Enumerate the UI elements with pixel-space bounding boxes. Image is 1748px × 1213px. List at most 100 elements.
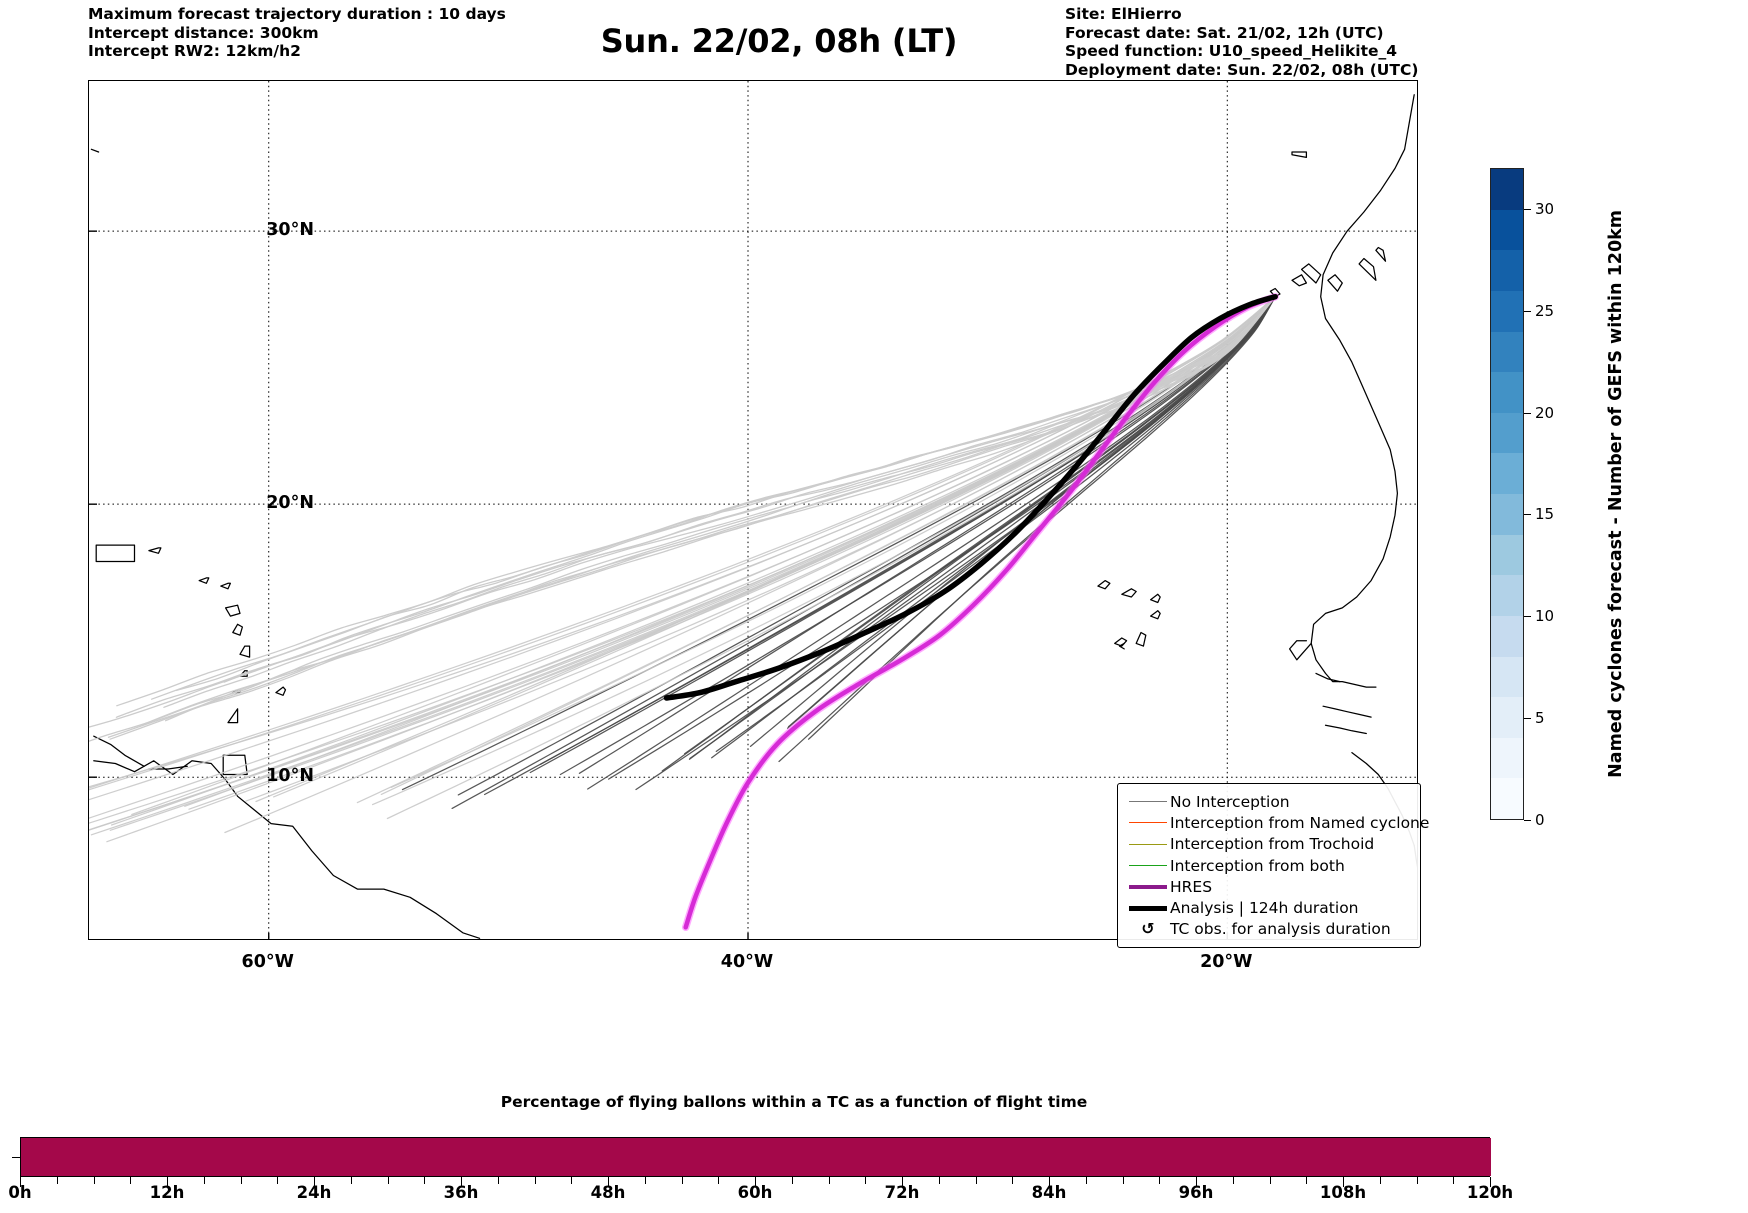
legend-line (1129, 905, 1167, 911)
colorbar-tick-label-0: 0 (1535, 811, 1545, 829)
header-speed-function: Speed function: U10_speed_Helikite_4 (1065, 42, 1398, 60)
pct-tick-3 (56, 1177, 58, 1184)
pct-tick-105 (1306, 1177, 1308, 1184)
map-legend: No Interception Interception from Named c… (1117, 783, 1429, 949)
pct-tick-24 (314, 1177, 315, 1187)
header-left-line-3: Intercept RW2: 12km/h2 (88, 42, 301, 60)
pct-tick-label-48: 48h (590, 1183, 626, 1202)
legend-line (1129, 865, 1167, 867)
pct-tick-9 (130, 1177, 132, 1184)
header-left-line-2: Intercept distance: 300km (88, 23, 319, 42)
pct-tick-label-36: 36h (443, 1183, 479, 1202)
colorbar-step-9 (1491, 412, 1523, 454)
pct-tick-42 (534, 1177, 536, 1184)
legend-item-4: HRES (1126, 876, 1410, 897)
legend-item-0: No Interception (1126, 791, 1410, 812)
legend-line-swatch (1126, 843, 1170, 845)
map-lon-tick-20: 20°W (1200, 952, 1253, 972)
legend-item-5: Analysis | 124h duration (1126, 897, 1410, 918)
map-lat-tick-20: 20°N (266, 493, 314, 514)
header-forecast-date: Forecast date: Sat. 21/02, 12h (UTC) (1065, 23, 1384, 42)
colorbar-title-text: Named cyclones forecast - Number of GEFS… (1606, 210, 1626, 778)
colorbar-tick-15 (1524, 514, 1531, 516)
pct-tick-93 (1159, 1177, 1161, 1184)
colorbar-tick-5 (1524, 718, 1531, 720)
colorbar-tick-label-10: 10 (1535, 607, 1555, 626)
colorbar-step-8 (1491, 453, 1523, 494)
pct-tick-48 (608, 1177, 609, 1187)
header-site: Site: ElHierro (1065, 5, 1182, 23)
pct-tick-78 (975, 1177, 977, 1184)
percentage-bar-fill (21, 1138, 1491, 1176)
pct-tick-60 (755, 1177, 756, 1187)
map-frame (88, 80, 1418, 940)
pct-tick-27 (350, 1177, 352, 1184)
pct-tick-15 (203, 1177, 205, 1184)
colorbar-tick-25 (1524, 310, 1531, 312)
colorbar-step-7 (1491, 494, 1523, 535)
pct-tick-66 (828, 1177, 830, 1184)
pct-tick-30 (387, 1177, 389, 1184)
pct-tick-33 (424, 1177, 426, 1184)
legend-item-3: Interception from both (1126, 855, 1410, 876)
colorbar-tick-20 (1524, 412, 1531, 414)
pct-tick-69 (865, 1177, 867, 1184)
legend-label: Analysis | 124h duration (1170, 899, 1359, 918)
legend-item-1: Interception from Named cyclone (1126, 812, 1429, 833)
legend-label: TC obs. for analysis duration (1170, 920, 1391, 939)
pct-tick-102 (1269, 1177, 1271, 1184)
colorbar-step-2 (1491, 697, 1523, 738)
pct-tick-54 (681, 1177, 683, 1184)
pct-tick-label-108: 108h (1319, 1183, 1367, 1202)
colorbar-step-0 (1491, 778, 1523, 819)
tc-observation-icon: ↺ (1126, 921, 1170, 937)
map-lat-tick-10: 10°N (266, 766, 314, 787)
colorbar-tick-label-20: 20 (1535, 403, 1555, 422)
colorbar-tick-label-5: 5 (1535, 709, 1545, 728)
pct-tick-39 (497, 1177, 499, 1184)
legend-label: No Interception (1170, 792, 1290, 811)
colorbar-step-6 (1491, 534, 1523, 576)
pct-tick-57 (718, 1177, 720, 1184)
legend-line (1129, 843, 1167, 845)
pct-tick-18 (240, 1177, 242, 1184)
legend-line-swatch (1126, 865, 1170, 867)
colorbar-step-1 (1491, 737, 1523, 779)
pct-tick-72 (902, 1177, 903, 1187)
colorbar-tick-label-15: 15 (1535, 505, 1555, 524)
percentage-bar-y-tick (12, 1157, 20, 1158)
colorbar-step-15 (1491, 169, 1523, 210)
legend-item-6: ↺ TC obs. for analysis duration (1126, 919, 1410, 940)
map-canvas (89, 81, 1417, 939)
legend-line-swatch (1126, 801, 1170, 803)
percentage-bar (20, 1137, 1491, 1187)
colorbar-step-10 (1491, 372, 1523, 413)
pct-tick-75 (938, 1177, 940, 1184)
page-title: Sun. 22/02, 08h (LT) (600, 22, 958, 60)
ensemble-trajectories (89, 296, 1276, 843)
pct-tick-108 (1343, 1177, 1344, 1187)
map-lat-tick-30: 30°N (266, 220, 314, 241)
legend-line (1129, 884, 1167, 889)
pct-tick-label-72: 72h (884, 1183, 920, 1202)
header-left-info: Maximum forecast trajectory duration : 1… (88, 5, 506, 61)
legend-line-swatch (1126, 905, 1170, 911)
pct-tick-84 (1049, 1177, 1050, 1187)
pct-tick-96 (1196, 1177, 1197, 1187)
pct-tick-label-12: 12h (149, 1183, 185, 1202)
deterministic-trajectories (663, 292, 1279, 932)
pct-tick-label-84: 84h (1031, 1183, 1067, 1202)
legend-label: Interception from Named cyclone (1170, 813, 1430, 832)
legend-label: Interception from both (1170, 856, 1345, 875)
legend-item-2: Interception from Trochoid (1126, 834, 1410, 855)
pct-tick-12 (167, 1177, 168, 1187)
header-right-info: Site: ElHierro Forecast date: Sat. 21/02… (1065, 5, 1418, 79)
colorbar-title: Named cyclones forecast - Number of GEFS… (1604, 168, 1628, 820)
pct-tick-label-60: 60h (737, 1183, 773, 1202)
legend-line (1129, 801, 1167, 803)
cyclone-glyph: ↺ (1141, 919, 1155, 939)
pct-tick-120 (1490, 1177, 1491, 1187)
colorbar-step-13 (1491, 250, 1523, 291)
pct-tick-63 (791, 1177, 793, 1184)
colorbar-tick-label-30: 30 (1535, 199, 1555, 218)
